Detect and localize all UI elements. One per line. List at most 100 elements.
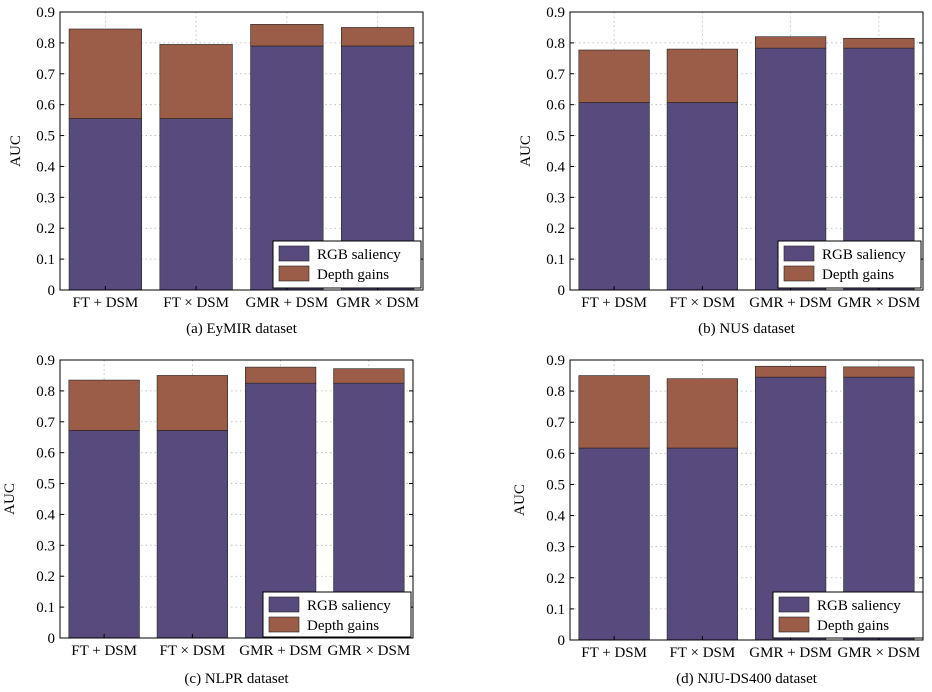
bar-rgb-saliency bbox=[68, 118, 142, 291]
y-tick-label: 0.3 bbox=[546, 540, 565, 556]
x-tick-label: FT × DSM bbox=[163, 295, 229, 311]
plot-frame bbox=[59, 11, 424, 291]
y-axis-label: AUC bbox=[8, 135, 24, 167]
bar-depth-gains bbox=[578, 375, 650, 449]
legend-swatch-depth bbox=[778, 616, 810, 633]
legend-label-rgb: RGB saliency bbox=[317, 247, 401, 263]
legend-label-rgb: RGB saliency bbox=[822, 247, 906, 263]
legend-swatch-depth bbox=[268, 616, 300, 633]
x-tick-label: FT × DSM bbox=[160, 643, 226, 659]
bar-rgb-saliency bbox=[666, 102, 738, 291]
bar-rgb-saliency bbox=[666, 447, 738, 641]
x-tick-label: FT + DSM bbox=[71, 643, 137, 659]
legend: RGB saliency Depth gains bbox=[262, 591, 412, 638]
bar-rgb-saliency bbox=[578, 102, 650, 291]
bar-rgb-saliency bbox=[156, 430, 228, 639]
x-tick-label: GMR × DSM bbox=[838, 645, 921, 661]
y-tick-label: 0.3 bbox=[546, 190, 565, 206]
plot-frame bbox=[569, 11, 924, 291]
y-tick-label: 0.5 bbox=[546, 129, 565, 145]
y-tick-label: 0.1 bbox=[36, 600, 55, 616]
plot-frame bbox=[59, 359, 414, 639]
legend-swatch-rgb bbox=[778, 596, 810, 613]
y-tick-label: 0.7 bbox=[546, 415, 565, 431]
legend-swatch-rgb bbox=[783, 245, 815, 262]
y-tick-label: 0.6 bbox=[546, 98, 565, 114]
legend-label-rgb: RGB saliency bbox=[307, 598, 391, 614]
y-tick-label: 0.7 bbox=[546, 67, 565, 83]
y-tick-label: 0.1 bbox=[36, 252, 55, 268]
panel-caption: (c) NLPR dataset bbox=[184, 671, 289, 687]
legend-label-depth: Depth gains bbox=[822, 267, 894, 283]
legend-label-depth: Depth gains bbox=[817, 618, 889, 634]
legend-swatch-rgb bbox=[268, 596, 300, 613]
y-tick-label: 0.9 bbox=[36, 5, 55, 21]
legend-label-depth: Depth gains bbox=[307, 618, 379, 634]
bar-depth-gains bbox=[755, 36, 827, 49]
y-tick-label: 0.6 bbox=[36, 446, 55, 462]
x-tick-label: GMR + DSM bbox=[749, 295, 832, 311]
y-tick-label: 0.6 bbox=[36, 98, 55, 114]
y-axis-label: AUC bbox=[2, 483, 18, 515]
chart-panel-1: 0 0.1 0.2 0.3 0.4 0.5 0.6 0.7 0.8 0.9 FT + DSM FT ×… bbox=[8, 5, 424, 337]
legend-swatch-depth bbox=[278, 265, 310, 282]
y-axis-label: AUC bbox=[518, 135, 534, 167]
y-tick-label: 0 bbox=[48, 631, 56, 647]
y-tick-label: 0.6 bbox=[546, 446, 565, 462]
y-tick-label: 0.2 bbox=[36, 221, 55, 237]
chart-panel-4: 0 0.1 0.2 0.3 0.4 0.5 0.6 0.7 0.8 0.9 FT + DSM FT ×… bbox=[512, 353, 924, 687]
y-tick-label: 0.5 bbox=[546, 477, 565, 493]
y-axis-label: AUC bbox=[512, 484, 528, 516]
x-tick-label: FT + DSM bbox=[73, 295, 139, 311]
x-tick-label: GMR + DSM bbox=[239, 643, 322, 659]
chart-panel-2: 0 0.1 0.2 0.3 0.4 0.5 0.6 0.7 0.8 0.9 FT + DSM FT ×… bbox=[518, 5, 924, 337]
y-tick-label: 0.2 bbox=[546, 221, 565, 237]
bar-rgb-saliency bbox=[578, 447, 650, 641]
y-tick-label: 0.9 bbox=[546, 5, 565, 21]
y-tick-label: 0.7 bbox=[36, 67, 55, 83]
y-tick-label: 0 bbox=[48, 283, 56, 299]
bar-depth-gains bbox=[843, 37, 915, 49]
bar-depth-gains bbox=[341, 27, 415, 47]
legend-swatch-depth bbox=[783, 265, 815, 282]
bar-depth-gains bbox=[245, 366, 317, 384]
legend-label-depth: Depth gains bbox=[317, 267, 389, 283]
plot-frame bbox=[569, 359, 924, 641]
y-tick-label: 0.5 bbox=[36, 477, 55, 493]
x-tick-label: FT + DSM bbox=[581, 295, 647, 311]
y-tick-label: 0.1 bbox=[546, 252, 565, 268]
x-tick-label: GMR × DSM bbox=[838, 295, 921, 311]
bar-depth-gains bbox=[666, 48, 738, 103]
chart-panel-3: 0 0.1 0.2 0.3 0.4 0.5 0.6 0.7 0.8 0.9 FT + DSM FT ×… bbox=[2, 353, 414, 687]
y-tick-label: 0.8 bbox=[546, 36, 565, 52]
y-tick-label: 0.9 bbox=[546, 353, 565, 369]
x-tick-label: GMR + DSM bbox=[749, 645, 832, 661]
bar-depth-gains bbox=[250, 24, 324, 47]
bar-depth-gains bbox=[666, 378, 738, 449]
y-tick-label: 0.3 bbox=[36, 538, 55, 554]
y-tick-label: 0.5 bbox=[36, 129, 55, 145]
panel-caption: (b) NUS dataset bbox=[698, 321, 795, 337]
y-tick-label: 0.4 bbox=[546, 509, 565, 525]
y-tick-label: 0.4 bbox=[546, 159, 565, 175]
panel-caption: (a) EyMIR dataset bbox=[186, 321, 298, 337]
y-tick-label: 0.4 bbox=[36, 507, 55, 523]
bar-depth-gains bbox=[159, 44, 233, 119]
bar-rgb-saliency bbox=[159, 118, 233, 291]
legend: RGB saliency Depth gains bbox=[772, 591, 924, 639]
y-tick-label: 0.8 bbox=[36, 36, 55, 52]
bar-depth-gains bbox=[156, 375, 228, 431]
bar-depth-gains bbox=[68, 379, 140, 431]
legend: RGB saliency Depth gains bbox=[777, 240, 922, 289]
bar-depth-gains bbox=[333, 368, 405, 384]
legend-label-rgb: RGB saliency bbox=[817, 598, 901, 614]
bar-depth-gains bbox=[68, 28, 142, 119]
y-tick-label: 0.7 bbox=[36, 415, 55, 431]
y-tick-label: 0 bbox=[558, 283, 566, 299]
y-tick-label: 0.8 bbox=[546, 384, 565, 400]
y-tick-label: 0.2 bbox=[546, 571, 565, 587]
legend: RGB saliency Depth gains bbox=[272, 240, 422, 289]
bar-depth-gains bbox=[755, 365, 827, 378]
bar-rgb-saliency bbox=[68, 430, 140, 639]
